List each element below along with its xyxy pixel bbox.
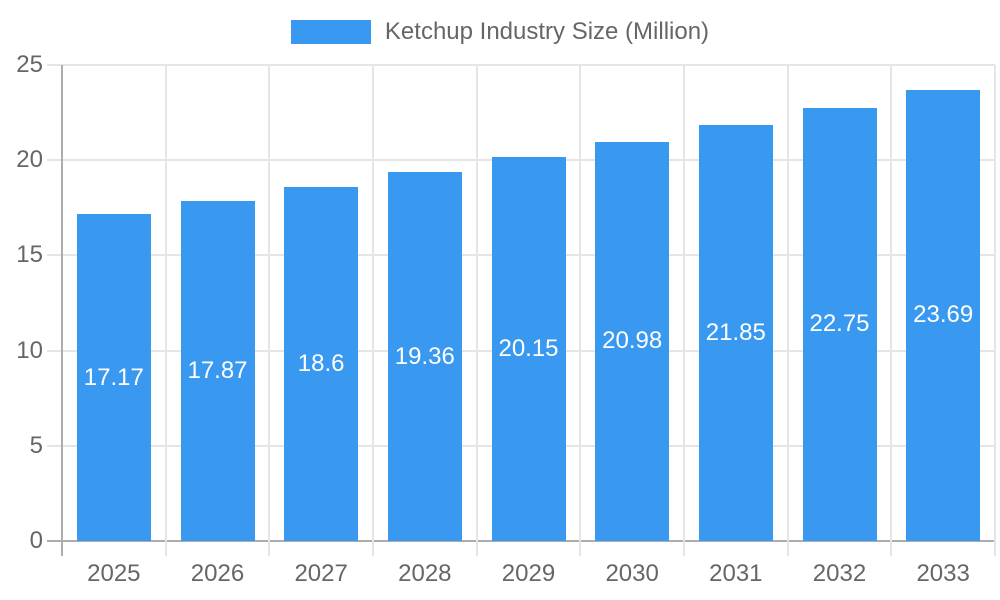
y-axis-label: 0 [29,527,43,554]
y-axis-label: 15 [16,241,43,269]
bar-value-label: 20.98 [602,327,663,355]
bar[interactable]: 18.6 [284,186,359,541]
y-axis-tick [47,444,62,447]
x-gridline [683,65,685,541]
y-axis-line [61,65,63,556]
bar[interactable]: 22.75 [802,107,877,541]
x-gridline [372,65,374,541]
legend-label: Ketchup Industry Size (Million) [384,18,710,45]
x-gridline [890,65,893,541]
y-axis-tick [47,159,62,162]
x-axis-label: 2032 [812,560,867,587]
y-axis-label: 20 [16,146,43,174]
y-gridline [62,64,995,66]
x-axis-tick [786,541,789,556]
bar-value-label: 19.36 [394,342,455,370]
legend-item[interactable]: Ketchup Industry Size (Million) [0,18,1000,46]
bar[interactable]: 19.36 [387,172,462,541]
bar-value-label: 21.85 [705,318,766,346]
x-axis-label: 2030 [605,560,659,587]
legend-swatch [290,20,371,44]
y-axis-tick [47,540,62,542]
x-gridline [164,65,167,541]
x-axis-tick [890,541,893,556]
y-axis-label: 25 [16,51,43,78]
bar[interactable]: 20.15 [491,157,566,541]
y-axis-label: 5 [29,431,43,459]
x-gridline [786,65,789,541]
bar-value-label: 23.69 [913,301,974,329]
x-axis-tick [164,541,167,556]
x-axis-label: 2033 [916,560,970,587]
x-axis-tick [994,541,996,556]
x-axis-tick [475,541,478,556]
x-axis-tick [372,541,374,556]
x-axis-tick [579,541,582,556]
y-axis-tick [47,254,62,257]
x-gridline [268,65,271,541]
x-axis-tick [683,541,685,556]
bar-value-label: 20.15 [498,335,559,363]
y-axis-tick [47,349,62,352]
x-axis-label: 2031 [709,560,763,587]
x-axis-label: 2026 [190,560,245,587]
x-axis-label: 2028 [398,560,452,587]
x-axis-line [62,540,995,542]
x-gridline [579,65,582,541]
bar[interactable]: 23.69 [906,89,981,541]
x-gridline [475,65,478,541]
bar[interactable]: 21.85 [698,124,773,541]
x-axis-label: 2029 [501,560,556,587]
x-gridline [994,65,996,541]
bar[interactable]: 20.98 [595,141,670,541]
bar-value-label: 18.6 [297,349,345,377]
y-axis-tick [47,64,62,66]
x-axis-label: 2027 [294,560,348,587]
y-axis-label: 10 [16,336,43,364]
x-axis-label: 2025 [87,560,141,587]
x-axis-tick [268,541,271,556]
bar-value-label: 17.87 [187,356,248,384]
bar[interactable]: 17.17 [76,214,151,541]
bar[interactable]: 17.87 [180,200,255,541]
bar-value-label: 22.75 [809,310,870,338]
bar-value-label: 17.17 [83,363,144,391]
